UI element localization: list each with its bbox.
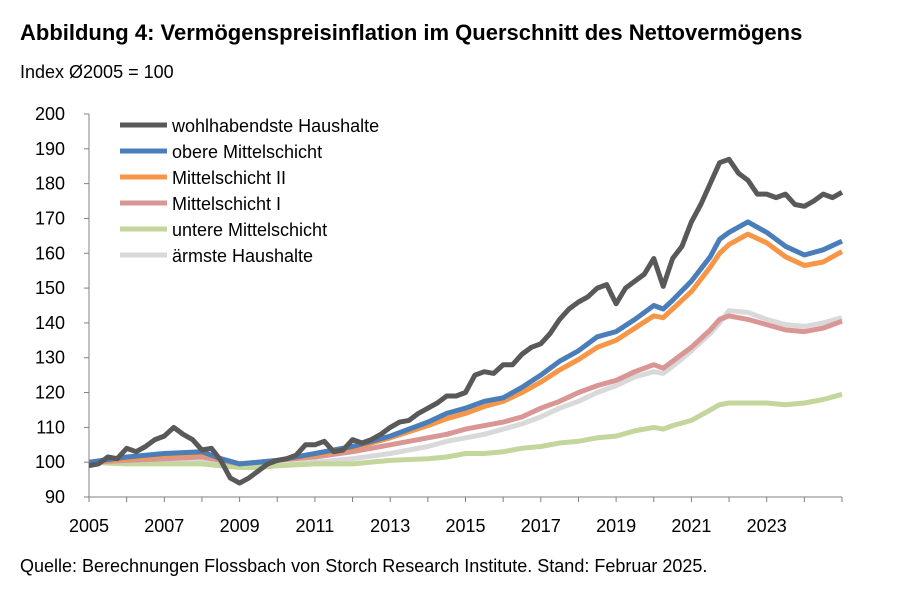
y-tick-label: 150	[35, 278, 65, 298]
series-line-0	[88, 156, 844, 486]
legend-label-4: untere Mittelschicht	[172, 220, 327, 240]
y-tick-label: 120	[35, 383, 65, 403]
y-tick-label: 100	[35, 452, 65, 472]
y-tick-label: 140	[35, 313, 65, 333]
legend: wohlhabendste Haushalte obere Mittelschic…	[120, 116, 379, 266]
x-tick-label: 2011	[296, 516, 335, 536]
legend-label-2: Mittelschicht II	[172, 168, 286, 188]
y-tick-label: 170	[35, 208, 65, 228]
legend-label-5: ärmste Haushalte	[172, 246, 313, 266]
axes: 90 100 110 120 130 140 150 160 170 180 190 200 2005 2…	[35, 104, 843, 536]
chart-subtitle: Index Ø2005 = 100	[20, 62, 174, 82]
x-tick-label: 2021	[671, 516, 711, 536]
y-tick-label: 160	[35, 243, 65, 263]
y-tick-label: 110	[36, 417, 65, 437]
x-tick-label: 2023	[747, 516, 787, 536]
x-tick-label: 2013	[370, 516, 410, 536]
x-tick-label: 2005	[69, 516, 109, 536]
chart-title: Abbildung 4: Vermögenspreisinflation im …	[20, 20, 803, 45]
x-tick-label: 2007	[144, 516, 184, 536]
x-tick-label: 2009	[220, 516, 260, 536]
legend-label-3: Mittelschicht I	[172, 194, 281, 214]
y-tick-label: 200	[35, 104, 65, 124]
legend-label-0: wohlhabendste Haushalte	[171, 116, 379, 136]
legend-label-1: obere Mittelschicht	[172, 142, 322, 162]
x-tick-label: 2019	[596, 516, 636, 536]
y-tick-label: 190	[35, 139, 65, 159]
x-tick-label: 2015	[445, 516, 485, 536]
y-tick-label: 180	[35, 174, 65, 194]
y-tick-label: 90	[45, 487, 65, 507]
series-line-4	[88, 391, 843, 470]
y-tick-label: 130	[35, 348, 65, 368]
series-lines	[88, 156, 844, 486]
source-note: Quelle: Berechnungen Flossbach von Storc…	[20, 556, 708, 576]
x-tick-label: 2017	[521, 516, 561, 536]
series-line-1	[88, 219, 844, 467]
